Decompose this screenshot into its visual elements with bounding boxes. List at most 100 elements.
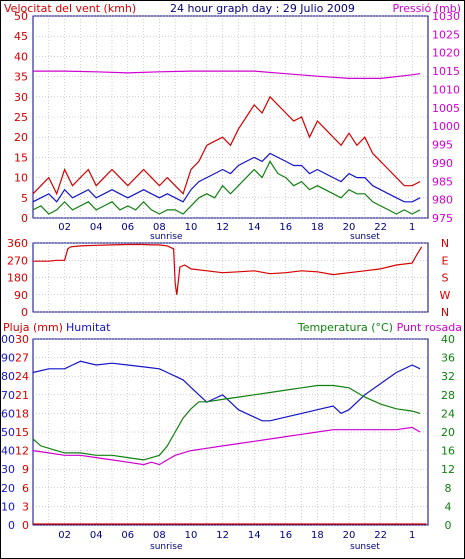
compass-label: N <box>441 237 449 250</box>
humidity-y-tick-label: 60 <box>1 407 15 420</box>
dew-point-line <box>32 426 421 466</box>
wind-mean-line <box>32 152 421 203</box>
wind-min-line <box>32 160 421 215</box>
wind-left-axis-ticks: 0 5 10 15 20 25 30 35 40 45 50 <box>14 10 28 225</box>
humidity-x-tick-label: 08 <box>153 530 166 541</box>
temperature-y-tick-label: 36 <box>441 352 455 365</box>
rain-y-tick-label: 12 <box>15 445 29 458</box>
rain-y-tick-label: 27 <box>15 352 29 365</box>
humidity-x-tick-label: 10 <box>185 530 198 541</box>
humidity-y-tick-label: 70 <box>1 389 15 402</box>
temperature-y-tick-label: 16 <box>441 445 455 458</box>
wind-y-tick-label: 45 <box>14 30 28 43</box>
wind-x-tick-label: 10 <box>185 222 198 233</box>
direction-y-tick-label: 360 <box>7 237 28 250</box>
humidity-axis-ticks: 0 10 20 30 40 50 60 70 80 90 100 <box>0 333 15 532</box>
pressure-y-tick-label: 1000 <box>432 120 460 133</box>
wind-direction-line <box>33 243 423 295</box>
direction-gridlines <box>33 242 428 313</box>
wind-y-tick-label: 20 <box>14 131 28 144</box>
wind-speed-label: Velocitat del vent (kmh) <box>4 2 136 15</box>
direction-series <box>33 243 423 295</box>
pressure-label: Pressió (mb) <box>392 2 461 15</box>
rain-y-tick-label: 18 <box>15 407 29 420</box>
wind-y-tick-label: 30 <box>14 91 28 104</box>
sunrise-label: sunrise <box>150 232 183 242</box>
humidity-y-tick-label: 30 <box>1 463 15 476</box>
temperature-label: Temperatura (°C) <box>297 321 393 334</box>
wind-x-tick-label: 14 <box>248 222 261 233</box>
direction-y-tick-label: 180 <box>7 272 28 285</box>
pressure-y-tick-label: 975 <box>432 212 453 225</box>
humidity-y-tick-label: 0 <box>8 519 15 532</box>
compass-label: W <box>440 289 451 302</box>
humidity-x-tick-label: 04 <box>90 530 103 541</box>
direction-left-axis-ticks: 0 90 180 270 360 <box>7 237 28 319</box>
humidity-x-axis-ticks: 02 04 06 08 10 12 14 16 18 20 22 1 <box>58 530 415 541</box>
wind-pressure-panel: Velocitat del vent (kmh) 24 hour graph d… <box>4 2 461 242</box>
temperature-y-tick-label: 12 <box>441 463 455 476</box>
temperature-y-tick-label: 0 <box>445 519 452 532</box>
wind-gust-line <box>32 95 421 196</box>
direction-y-tick-label: 270 <box>7 254 28 267</box>
direction-y-tick-label: 90 <box>14 289 28 302</box>
rain-label: Pluja (mm) <box>3 321 63 334</box>
compass-label: S <box>442 272 449 285</box>
rain-axis-ticks: 0 3 6 9 12 15 18 21 24 27 30 <box>15 333 29 532</box>
humidity-y-tick-label: 80 <box>1 370 15 383</box>
wind-x-tick-label: 1 <box>409 222 415 233</box>
temperature-y-tick-label: 28 <box>441 389 455 402</box>
wind-y-tick-label: 15 <box>14 151 28 164</box>
humidity-y-tick-label: 40 <box>1 445 15 458</box>
compass-label: E <box>442 254 449 267</box>
rain-y-tick-label: 3 <box>22 500 29 513</box>
wind-y-tick-label: 25 <box>14 111 28 124</box>
temperature-y-tick-label: 32 <box>441 370 455 383</box>
pressure-right-axis-ticks: 975 980 985 990 995 1000 1005 1010 1015 1020 1025 1… <box>432 10 460 225</box>
compass-label: N <box>441 306 449 319</box>
temperature-line <box>32 384 421 461</box>
rain-y-tick-label: 30 <box>15 333 29 346</box>
pressure-y-tick-label: 1015 <box>432 65 460 78</box>
humidity-y-tick-label: 90 <box>1 352 15 365</box>
wind-x-tick-label: 18 <box>311 222 324 233</box>
temperature-axis-ticks: 0 4 8 12 16 20 24 28 32 36 40 <box>441 333 455 532</box>
wind-y-tick-label: 10 <box>14 172 28 185</box>
pressure-y-tick-label: 980 <box>432 194 453 207</box>
temperature-y-tick-label: 8 <box>445 482 452 495</box>
wind-y-tick-label: 35 <box>14 71 28 84</box>
pressure-y-tick-label: 1025 <box>432 28 460 41</box>
pressure-line <box>33 70 421 80</box>
humidity-x-tick-label: 16 <box>279 530 292 541</box>
wind-y-tick-label: 0 <box>21 212 28 225</box>
humidity-x-tick-label: 18 <box>311 530 324 541</box>
pressure-y-tick-label: 1010 <box>432 83 460 96</box>
rain-y-tick-label: 24 <box>15 370 29 383</box>
wind-y-tick-label: 40 <box>14 50 28 63</box>
humidity-y-tick-label: 10 <box>1 500 15 513</box>
humidity-gridlines <box>33 338 428 526</box>
pressure-y-tick-label: 990 <box>432 157 453 170</box>
temperature-y-tick-label: 4 <box>445 500 452 513</box>
wind-x-axis-ticks: 02 04 06 08 10 12 14 16 18 20 22 1 <box>58 222 415 233</box>
pressure-y-tick-label: 985 <box>432 175 453 188</box>
temperature-y-tick-label: 20 <box>441 426 455 439</box>
wind-x-tick-label: 02 <box>58 222 71 233</box>
wind-x-tick-label: 06 <box>121 222 134 233</box>
wind-x-tick-label: 08 <box>153 222 166 233</box>
rain-y-tick-label: 15 <box>15 426 29 439</box>
humidity-line <box>32 360 421 422</box>
wind-x-tick-label: 22 <box>374 222 387 233</box>
humidity-y-tick-label: 20 <box>1 482 15 495</box>
sunset-label: sunset <box>350 232 380 242</box>
pressure-y-tick-label: 1030 <box>432 10 460 23</box>
direction-y-tick-label: 0 <box>21 306 28 319</box>
wind-x-tick-label: 20 <box>343 222 356 233</box>
pressure-y-tick-label: 1020 <box>432 47 460 60</box>
humidity-y-tick-label: 50 <box>1 426 15 439</box>
rain-y-tick-label: 0 <box>22 519 29 532</box>
wind-y-tick-label: 5 <box>21 192 28 205</box>
pressure-y-tick-label: 995 <box>432 139 453 152</box>
